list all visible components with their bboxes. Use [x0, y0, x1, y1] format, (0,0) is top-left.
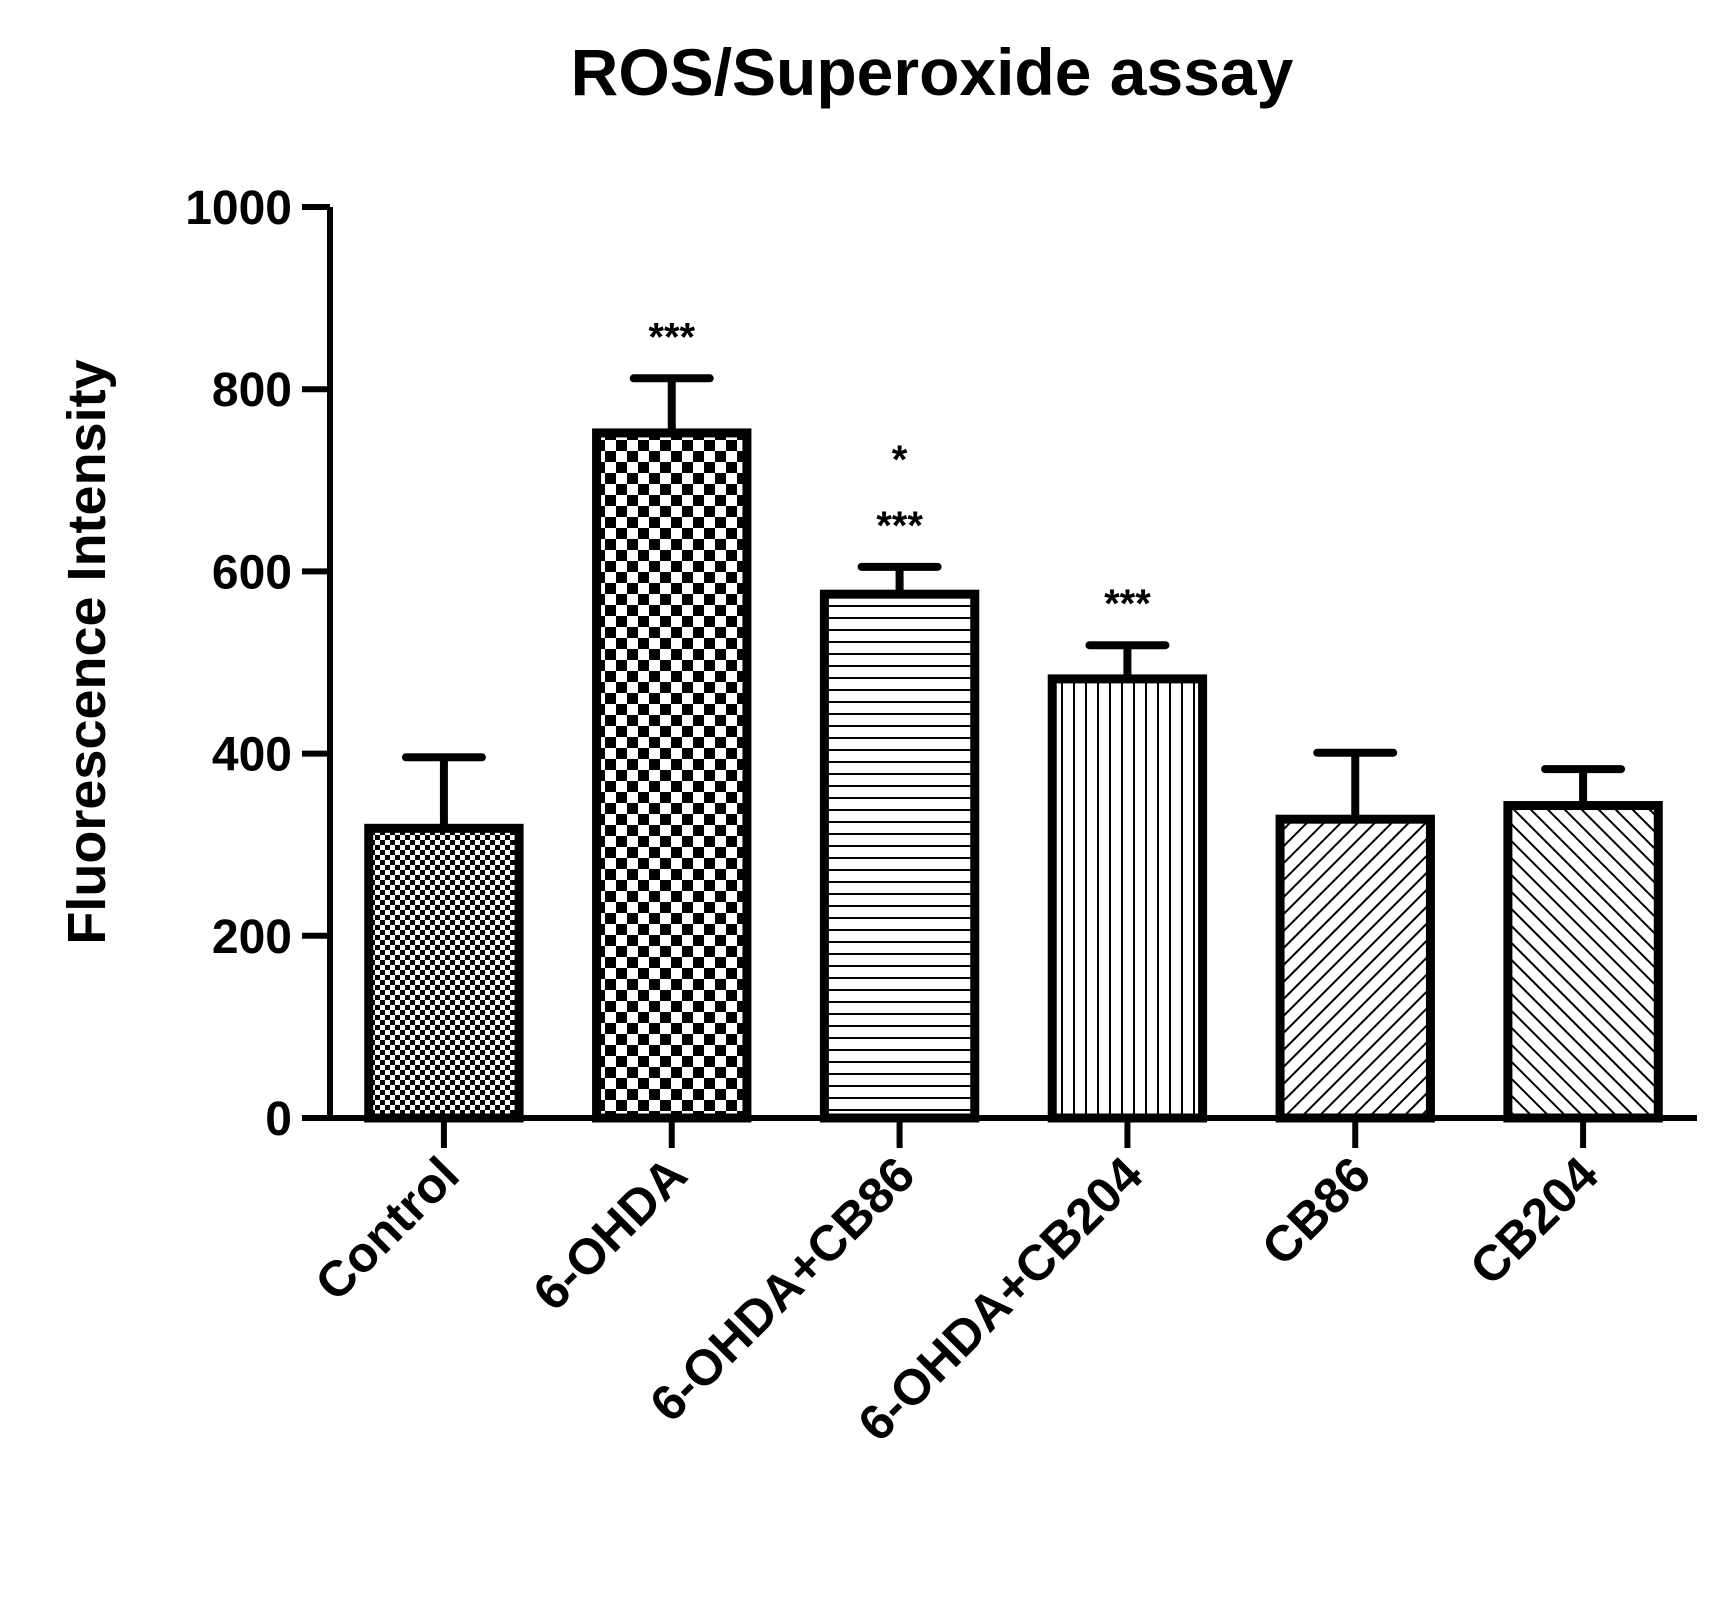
significance-marker-6-ohda-cb204-0: *** — [1104, 582, 1151, 626]
y-tick-label-800: 800 — [212, 364, 292, 417]
x-tick-label-6-ohda: 6-OHDA — [522, 1146, 697, 1321]
chart-title: ROS/Superoxide assay — [571, 35, 1294, 109]
x-tick-label-cb86: CB86 — [1251, 1146, 1381, 1276]
bar-control — [364, 823, 524, 1123]
bar-6-ohda-cb204 — [1047, 674, 1208, 1123]
x-tick-label-control: Control — [304, 1146, 469, 1311]
x-tick-label-cb204: CB204 — [1459, 1146, 1609, 1296]
axes-layer — [302, 204, 1697, 1148]
significance-marker-6-ohda-cb86-0: * — [892, 438, 908, 482]
significance-marker-6-ohda-0: *** — [648, 315, 695, 359]
bar-cb204 — [1503, 801, 1663, 1123]
y-tick-label-200: 200 — [212, 911, 292, 964]
bar-6-ohda — [592, 428, 752, 1123]
y-tick-label-1000: 1000 — [185, 182, 292, 235]
y-axis-label: Fluorescence Intensity — [57, 359, 117, 944]
y-tick-label-0: 0 — [265, 1093, 292, 1146]
bars-layer — [364, 428, 1663, 1123]
bar-6-ohda-cb86 — [819, 589, 980, 1123]
bar-cb86 — [1275, 814, 1435, 1123]
error-bars-layer — [401, 374, 1626, 829]
significance-marker-6-ohda-cb86-1: *** — [876, 504, 923, 548]
y-tick-label-600: 600 — [212, 546, 292, 599]
y-tick-label-400: 400 — [212, 729, 292, 782]
